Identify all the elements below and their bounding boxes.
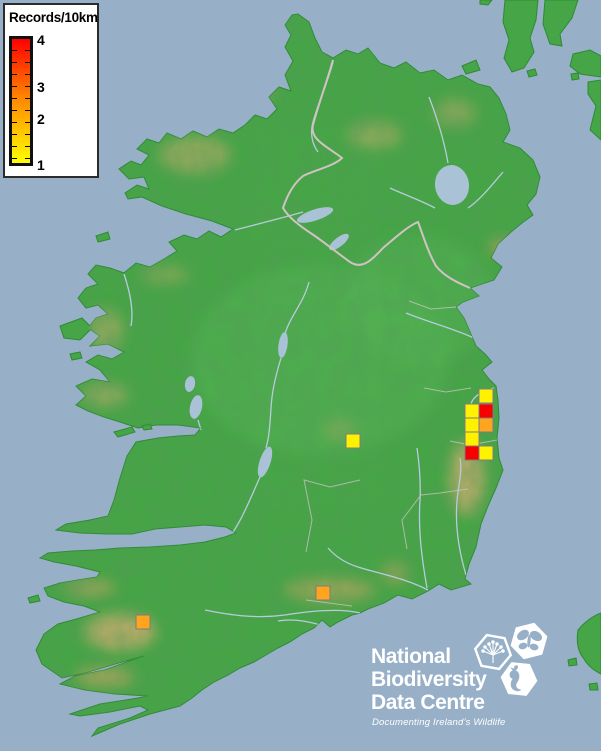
- legend-label-3: 3: [37, 79, 45, 95]
- legend-tick: [12, 110, 17, 111]
- legend-tick: [25, 158, 30, 159]
- legend-tick: [12, 98, 17, 99]
- rivers: [123, 61, 504, 629]
- legend-tick: [12, 74, 17, 75]
- legend-tick: [25, 62, 30, 63]
- legend-title: Records/10km: [9, 10, 98, 25]
- county-borders: [303, 300, 498, 607]
- lakes: [184, 165, 470, 478]
- record-square[interactable]: [478, 417, 494, 433]
- ni-border: [281, 59, 471, 289]
- legend-tick: [25, 74, 30, 75]
- record-squares: [135, 388, 494, 630]
- legend-label-1: 1: [37, 157, 45, 173]
- record-square[interactable]: [464, 445, 480, 461]
- legend-tick: [12, 134, 17, 135]
- legend-tick: [25, 98, 30, 99]
- legend-tick: [25, 110, 30, 111]
- record-square[interactable]: [478, 445, 494, 461]
- legend-tick: [12, 86, 17, 87]
- scotland-islands: [479, 0, 601, 141]
- legend-panel: Records/10km 4 3 2 1: [3, 3, 99, 178]
- legend-tick: [25, 134, 30, 135]
- record-square[interactable]: [464, 403, 480, 419]
- legend-tick: [25, 50, 30, 51]
- legend-label-4: 4: [37, 32, 45, 48]
- record-square[interactable]: [135, 614, 151, 630]
- legend-tick: [12, 62, 17, 63]
- legend-tick: [25, 146, 30, 147]
- record-square[interactable]: [464, 417, 480, 433]
- legend-label-2: 2: [37, 111, 45, 127]
- legend-tick: [25, 86, 30, 87]
- legend-tick: [12, 158, 17, 159]
- legend-tick: [25, 122, 30, 123]
- legend-tick: [12, 122, 17, 123]
- record-square[interactable]: [345, 433, 361, 449]
- record-square[interactable]: [315, 585, 331, 601]
- legend-colorbar: [9, 36, 33, 166]
- wales-coast: [567, 612, 601, 691]
- legend-tick: [12, 50, 17, 51]
- irish-islands: [27, 59, 481, 604]
- record-square[interactable]: [464, 431, 480, 447]
- record-square[interactable]: [478, 403, 494, 419]
- record-square[interactable]: [478, 388, 494, 404]
- legend-tick: [12, 146, 17, 147]
